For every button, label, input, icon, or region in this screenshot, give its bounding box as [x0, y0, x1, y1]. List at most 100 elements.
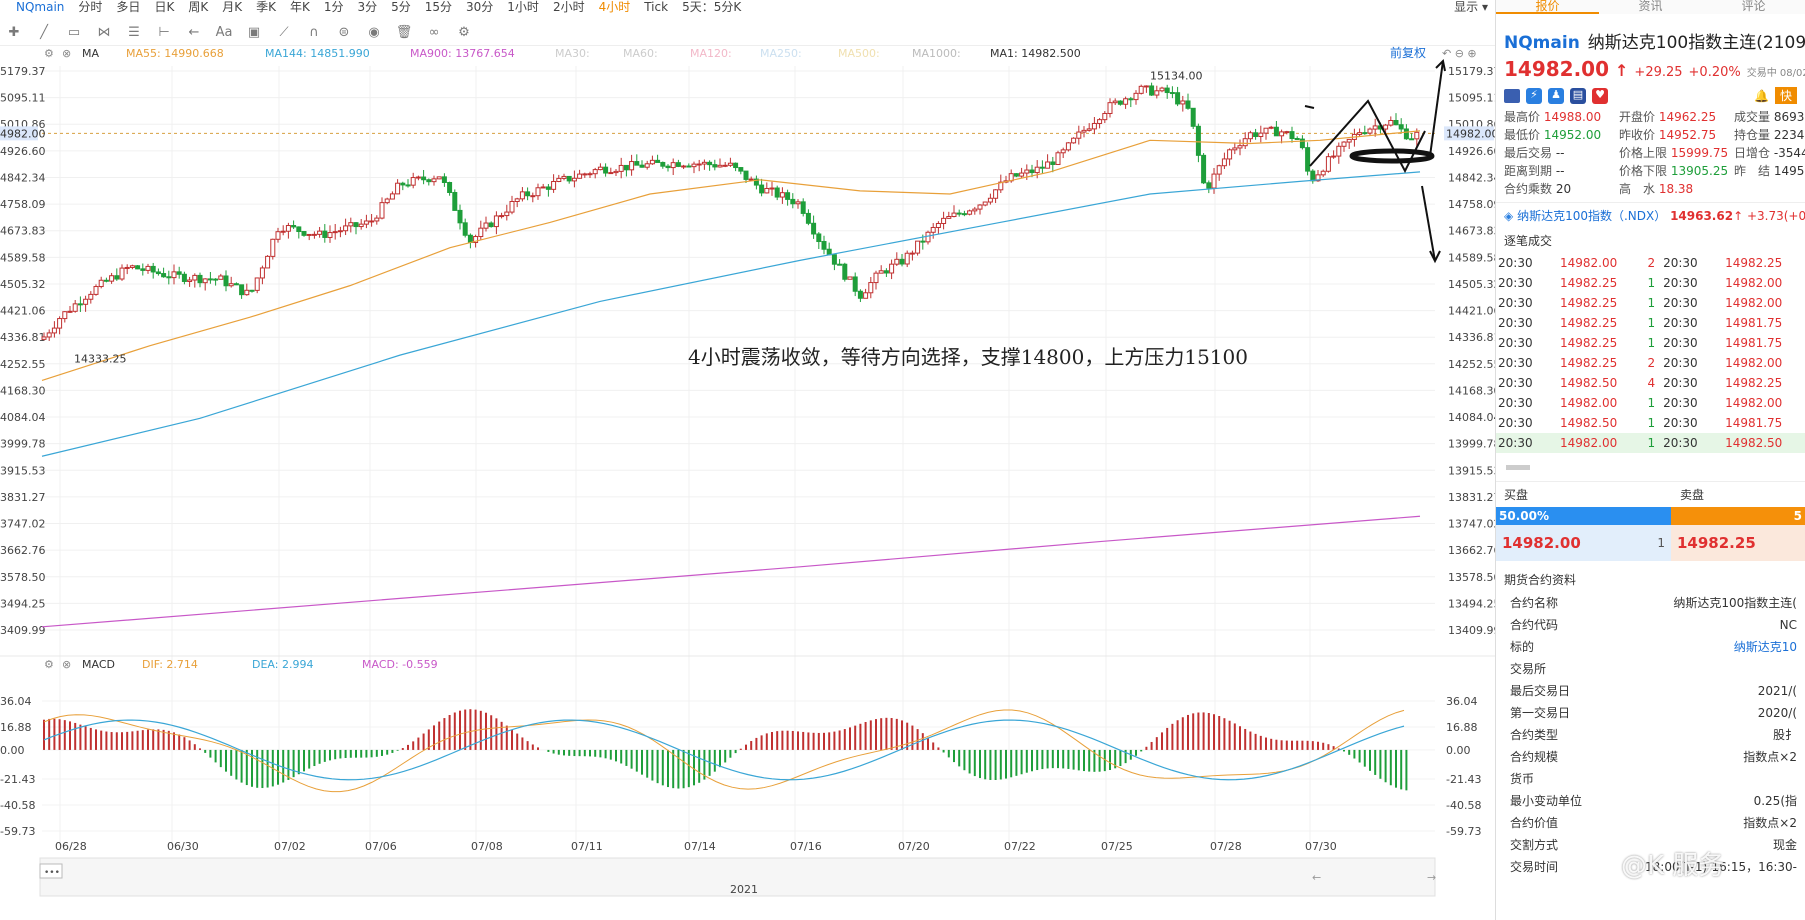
candle-body	[717, 164, 723, 168]
tab-quote[interactable]: 报价	[1496, 0, 1599, 14]
candle-body	[1091, 122, 1097, 130]
fork-tool-icon[interactable]: ⋈	[97, 25, 111, 40]
candle-body	[1201, 154, 1207, 184]
candle-body	[207, 278, 213, 281]
stat-3-1: 价格下限 13905.25	[1619, 164, 1729, 178]
candle-body	[228, 283, 234, 287]
tick-row: 20:30 14982.00 1 20:30 14982.50	[1496, 433, 1805, 453]
candle-body	[665, 165, 671, 169]
channel-tool-icon[interactable]: ☰	[128, 25, 140, 40]
period-8[interactable]: 3分	[357, 0, 378, 14]
price-tick-left: 3999.78	[0, 438, 46, 451]
period-1[interactable]: 多日	[116, 0, 141, 14]
price-tick-right: 14589.58	[1448, 251, 1495, 264]
period-16[interactable]: 5天：5分K	[682, 0, 742, 14]
candle-body	[639, 164, 645, 168]
candle-body	[1253, 132, 1259, 138]
period-6[interactable]: 年K	[289, 0, 310, 14]
ruler-tool-icon[interactable]: ⟋	[279, 25, 289, 40]
contract-row: 交易所	[1510, 662, 1547, 676]
fq-toggle[interactable]: 前复权	[1390, 46, 1426, 60]
period-10[interactable]: 15分	[424, 0, 453, 14]
arrow-tool-icon[interactable]: ←	[188, 25, 200, 40]
bell-icon[interactable]: 🔔	[1754, 88, 1769, 103]
candle-body	[213, 278, 219, 281]
magnet-icon[interactable]: ∩	[309, 25, 319, 40]
link-icon[interactable]: ∞	[428, 25, 440, 40]
display-menu[interactable]: 显示 ▾	[1454, 0, 1488, 14]
trash-icon[interactable]: 🗑	[395, 25, 413, 40]
symbol-selector[interactable]: NQmain	[16, 0, 65, 14]
period-3[interactable]: 周K	[188, 0, 209, 14]
candle-body	[795, 201, 801, 205]
doc-icon[interactable]: ▤	[1570, 87, 1586, 104]
shape-tool-icon[interactable]: ▭	[67, 25, 81, 40]
candle-body	[1164, 87, 1170, 94]
contract-row: 合约规模 指数点×2	[1510, 750, 1797, 764]
candle-body	[743, 170, 749, 180]
nav-menu-button[interactable]	[39, 863, 63, 879]
lock-icon[interactable]: ⊜	[338, 25, 350, 40]
fast-trade-button[interactable]: 快	[1774, 87, 1797, 104]
candle-body	[1013, 173, 1019, 177]
macd-dea: DEA: 2.994	[252, 658, 313, 671]
scroll-thumb[interactable]	[1506, 465, 1530, 470]
tab-comments[interactable]: 评论	[1741, 0, 1766, 13]
candle-body	[608, 172, 614, 175]
settings-icon[interactable]: ⚙	[458, 25, 470, 40]
candle-body	[514, 198, 520, 202]
nav-left-icon: ←	[1312, 871, 1321, 884]
contract-row: 合约名称 纳斯达克100指数主连(	[1510, 596, 1797, 610]
candle-body	[826, 248, 832, 256]
date-tick: 07/14	[684, 840, 716, 853]
person-icon[interactable]: ♟	[1548, 87, 1564, 104]
period-11[interactable]: 30分	[466, 0, 494, 14]
candle-body	[197, 274, 203, 284]
fib-tool-icon[interactable]: ⊢	[158, 25, 170, 40]
flag-icon[interactable]	[1504, 88, 1520, 103]
candle-body	[98, 279, 104, 288]
period-4[interactable]: 月K	[222, 0, 243, 14]
bs-labels: 买盘 卖盘	[1496, 481, 1805, 507]
ma55-line	[41, 130, 1421, 381]
macd-histogram	[43, 709, 1408, 791]
candle-body	[1149, 85, 1155, 96]
period-0[interactable]: 分时	[78, 0, 103, 14]
crosshair-icon[interactable]: ✚	[8, 25, 20, 40]
candle-body	[623, 164, 629, 171]
period-13[interactable]: 2小时	[552, 0, 585, 14]
candle-body	[842, 263, 848, 280]
line-tool-icon[interactable]: ╱	[40, 25, 48, 40]
note-tool-icon[interactable]: ▣	[247, 25, 261, 40]
period-15[interactable]: Tick	[644, 0, 669, 14]
price-tick-left: 4589.58	[0, 251, 46, 264]
index-row[interactable]: ◈ 纳斯达克100指数（.NDX） 14963.62↑ +3.73(+0.02	[1496, 202, 1805, 228]
nav-right-icon: →	[1427, 871, 1436, 884]
period-14[interactable]: 4小时	[598, 0, 631, 14]
index-up-icon: ↑	[1733, 209, 1744, 223]
macd-tick-left: -40.58	[0, 799, 35, 812]
period-7[interactable]: 1分	[323, 0, 344, 14]
price-tick-right: 14336.81	[1448, 331, 1495, 344]
candle-body	[379, 202, 385, 219]
bid-ask-row[interactable]: 14982.00 1 14982.25	[1496, 525, 1805, 561]
candle-body	[317, 230, 323, 235]
candle-body	[233, 283, 239, 286]
candle-body	[1216, 165, 1222, 175]
text-tool-icon[interactable]: Aa	[215, 25, 233, 40]
candle-body	[972, 208, 978, 212]
ticks-scroll[interactable]	[1496, 453, 1805, 481]
period-9[interactable]: 5分	[391, 0, 411, 14]
candle-body	[259, 267, 265, 279]
period-2[interactable]: 日K	[154, 0, 175, 14]
lightning-icon[interactable]: ⚡	[1526, 87, 1542, 104]
price-tick-left: 4336.81	[0, 331, 46, 344]
drawn-arrow-down	[1421, 185, 1436, 262]
period-12[interactable]: 1小时	[507, 0, 539, 14]
eye-icon[interactable]: ◉	[368, 25, 380, 40]
heart-icon[interactable]: ♥	[1592, 87, 1608, 104]
tab-news[interactable]: 资讯	[1638, 0, 1663, 13]
kline-chart[interactable]: ⚙ ⊗ MA MA55: 14990.668 MA144: 14851.990 MA900…	[0, 46, 1495, 920]
period-5[interactable]: 季K	[256, 0, 276, 14]
ma-label-0: MA55: 14990.668	[126, 47, 224, 60]
